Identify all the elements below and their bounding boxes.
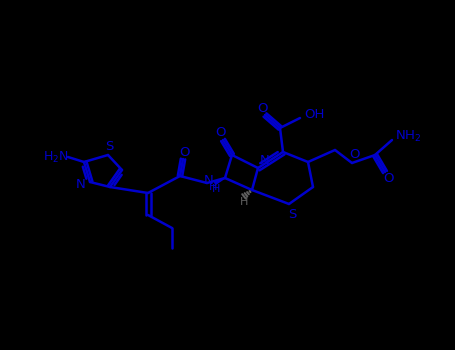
Text: O: O <box>384 173 394 186</box>
Text: H: H <box>209 182 217 192</box>
Text: OH: OH <box>304 107 324 120</box>
Text: N: N <box>260 154 270 168</box>
Text: NH$_2$: NH$_2$ <box>395 128 421 143</box>
Text: N: N <box>76 177 86 190</box>
Text: H: H <box>240 197 248 207</box>
Polygon shape <box>214 178 225 184</box>
Text: S: S <box>105 140 113 153</box>
Text: H$_2$N: H$_2$N <box>43 149 69 164</box>
Text: O: O <box>179 146 189 159</box>
Text: N: N <box>204 175 214 188</box>
Text: O: O <box>216 126 226 140</box>
Text: S: S <box>288 208 296 220</box>
Text: O: O <box>350 147 360 161</box>
Text: H: H <box>212 184 220 194</box>
Text: O: O <box>257 102 267 114</box>
